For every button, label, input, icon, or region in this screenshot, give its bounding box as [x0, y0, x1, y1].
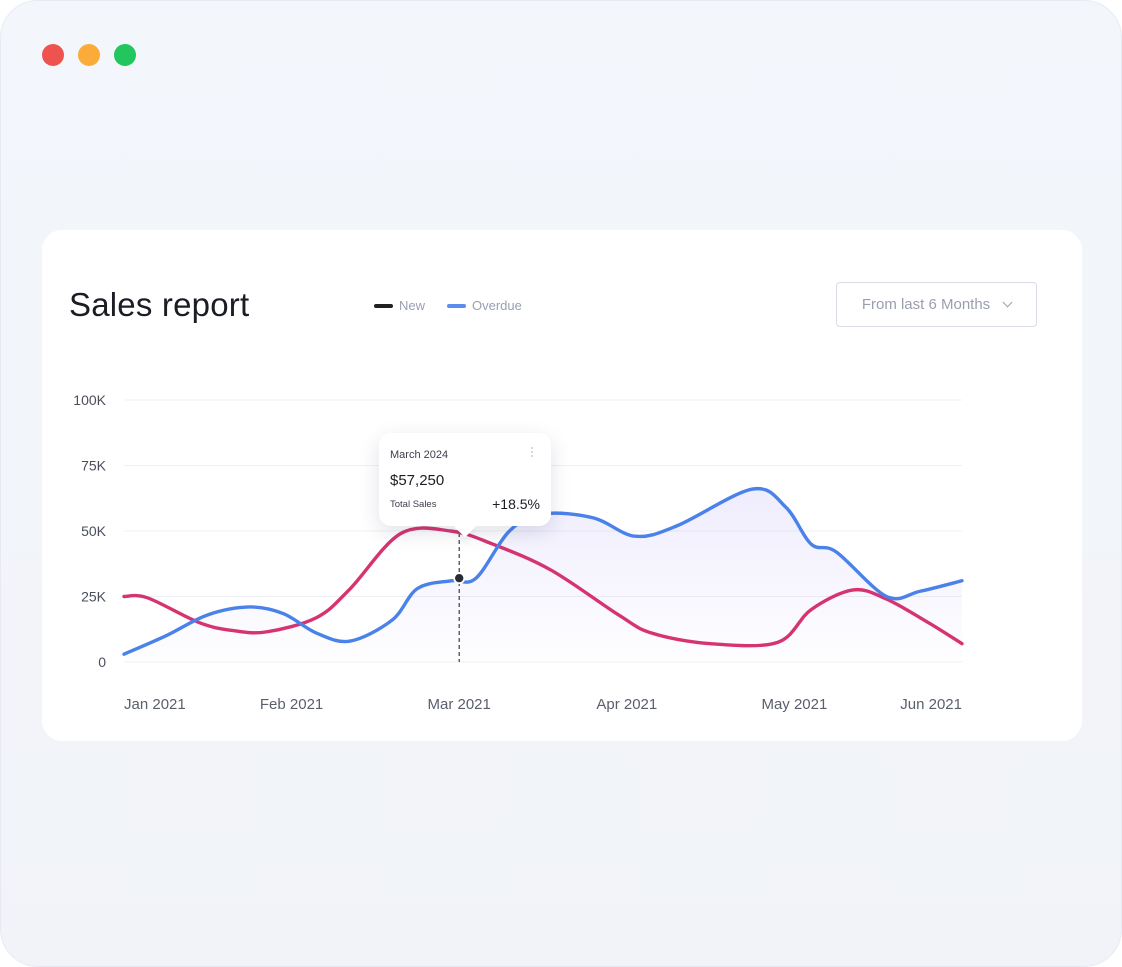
more-options-icon[interactable]	[531, 447, 534, 459]
close-window-button[interactable]	[42, 44, 64, 66]
y-tick-label: 0	[98, 654, 106, 670]
y-tick-label: 100K	[73, 392, 106, 408]
chart-tooltip: March 2024 $57,250 Total Sales +18.5%	[379, 433, 551, 526]
legend-item-overdue: Overdue	[447, 298, 522, 313]
minimize-window-button[interactable]	[78, 44, 100, 66]
y-tick-label: 25K	[81, 589, 107, 605]
tooltip-value: $57,250	[390, 472, 445, 489]
maximize-window-button[interactable]	[114, 44, 136, 66]
tooltip-label: Total Sales	[390, 499, 437, 510]
date-range-label: From last 6 Months	[861, 296, 991, 313]
series-line-pink	[122, 526, 964, 648]
x-tick-label: Jan 2021	[124, 696, 186, 713]
y-tick-label: 50K	[81, 523, 107, 539]
series-line-blue	[122, 486, 964, 656]
tooltip-month: March 2024	[390, 449, 449, 461]
chart-legend: New Overdue	[374, 298, 522, 313]
x-tick-label: Mar 2021	[428, 696, 491, 713]
page-title: Sales report	[69, 286, 250, 323]
x-tick-label: Apr 2021	[596, 696, 657, 713]
sales-line-chart: 100K 75K 50K 25K 0 Jan 2021 Feb 2021 Mar 2021 Ap…	[73, 392, 964, 713]
date-range-select[interactable]: From last 6 Months	[836, 282, 1037, 327]
legend-label-overdue: Overdue	[472, 298, 522, 313]
overdue-area-fill	[124, 488, 962, 662]
legend-swatch-overdue	[447, 303, 467, 308]
tooltip-change: +18.5%	[492, 496, 540, 512]
highlight-point	[455, 573, 464, 583]
x-tick-label: May 2021	[761, 696, 827, 713]
x-tick-label: Feb 2021	[260, 696, 323, 713]
legend-item-new: New	[374, 298, 425, 313]
sales-report-card: Sales report New Overdue From last 6 Mon…	[42, 230, 1082, 741]
legend-swatch-new	[374, 303, 393, 308]
y-tick-label: 75K	[81, 458, 107, 474]
legend-label-new: New	[399, 298, 426, 313]
window-controls	[42, 44, 136, 66]
x-tick-label: Jun 2021	[900, 696, 962, 713]
